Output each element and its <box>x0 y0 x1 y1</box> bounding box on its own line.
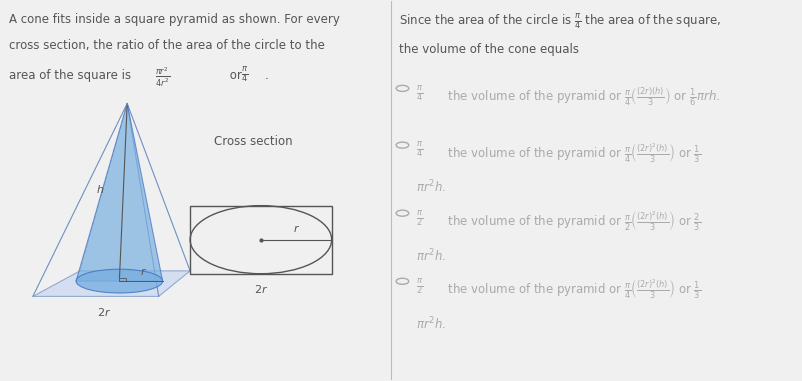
Text: A cone fits inside a square pyramid as shown. For every: A cone fits inside a square pyramid as s… <box>10 13 340 26</box>
Text: $\pi r^2 h$.: $\pi r^2 h$. <box>415 247 445 264</box>
Bar <box>190 206 331 274</box>
Text: $\pi r^2 h$.: $\pi r^2 h$. <box>415 315 445 332</box>
Text: $r$: $r$ <box>293 223 299 234</box>
Text: $2r$: $2r$ <box>96 306 111 317</box>
Ellipse shape <box>76 269 162 293</box>
Text: the volume of the pyramid or $\frac{\pi}{4}\left(\frac{(2r)(h)}{3}\right)$ or $\: the volume of the pyramid or $\frac{\pi}… <box>444 85 719 107</box>
Text: area of the square is: area of the square is <box>10 69 135 82</box>
Text: $\pi r^2 h$.: $\pi r^2 h$. <box>415 179 445 196</box>
Bar <box>119 278 125 281</box>
Text: $\frac{\pi}{4}$: $\frac{\pi}{4}$ <box>415 85 423 104</box>
Text: the volume of the pyramid or $\frac{\pi}{4}\left(\frac{(2r)^2(h)}{3}\right)$ or : the volume of the pyramid or $\frac{\pi}… <box>444 277 700 301</box>
Text: $\frac{\pi}{2}$: $\frac{\pi}{2}$ <box>415 277 423 296</box>
Polygon shape <box>33 271 190 296</box>
Text: Cross section: Cross section <box>213 135 292 148</box>
Text: $r$: $r$ <box>140 266 147 277</box>
Polygon shape <box>76 104 162 281</box>
Text: Since the area of the circle is $\frac{\pi}{4}$ the area of the square,: Since the area of the circle is $\frac{\… <box>398 13 719 32</box>
Text: $\frac{\pi}{4}$: $\frac{\pi}{4}$ <box>241 66 248 85</box>
Text: $2r$: $2r$ <box>253 283 268 295</box>
Text: $\frac{\pi}{2}$: $\frac{\pi}{2}$ <box>415 210 423 229</box>
Text: the volume of the pyramid or $\frac{\pi}{2}\left(\frac{(2r)^2(h)}{3}\right)$ or : the volume of the pyramid or $\frac{\pi}… <box>444 210 700 232</box>
Text: the volume of the pyramid or $\frac{\pi}{4}\left(\frac{(2r)^2(h)}{3}\right)$ or : the volume of the pyramid or $\frac{\pi}… <box>444 141 700 164</box>
Text: cross section, the ratio of the area of the circle to the: cross section, the ratio of the area of … <box>10 39 325 52</box>
Text: $\frac{\pi}{4}$: $\frac{\pi}{4}$ <box>415 141 423 160</box>
Text: $h$: $h$ <box>95 182 103 195</box>
Text: $\frac{\pi r^2}{4r^2}$: $\frac{\pi r^2}{4r^2}$ <box>155 66 169 89</box>
Text: .: . <box>265 69 268 82</box>
Text: or: or <box>225 69 245 82</box>
Text: the volume of the cone equals: the volume of the cone equals <box>398 43 577 56</box>
